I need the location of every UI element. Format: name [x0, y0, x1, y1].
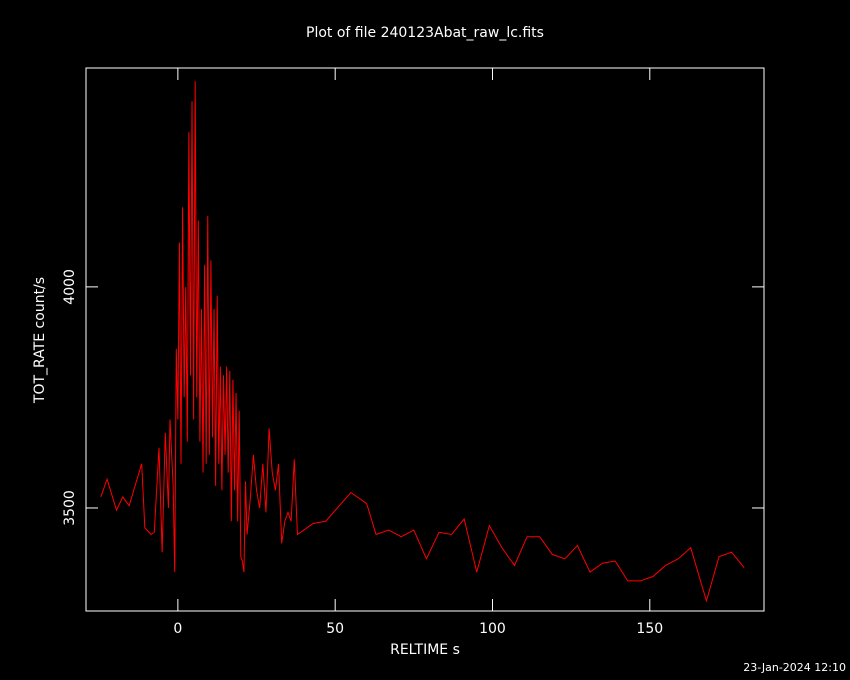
x-tick-label: 50 [326, 621, 344, 637]
x-tick-label: 150 [636, 621, 663, 637]
y-tick-label: 4000 [62, 269, 78, 305]
y-axis-label: TOT_RATE count/s [32, 277, 48, 404]
plot-frame [85, 67, 765, 612]
y-tick-label: 3500 [62, 490, 78, 526]
timestamp: 23-Jan-2024 12:10 [743, 661, 846, 674]
x-axis-label: RELTIME s [390, 642, 460, 658]
chart-title: Plot of file 240123Abat_raw_lc.fits [306, 25, 544, 41]
x-tick-label: 100 [479, 621, 506, 637]
data-line [100, 81, 745, 603]
x-tick-label: 0 [173, 621, 182, 637]
